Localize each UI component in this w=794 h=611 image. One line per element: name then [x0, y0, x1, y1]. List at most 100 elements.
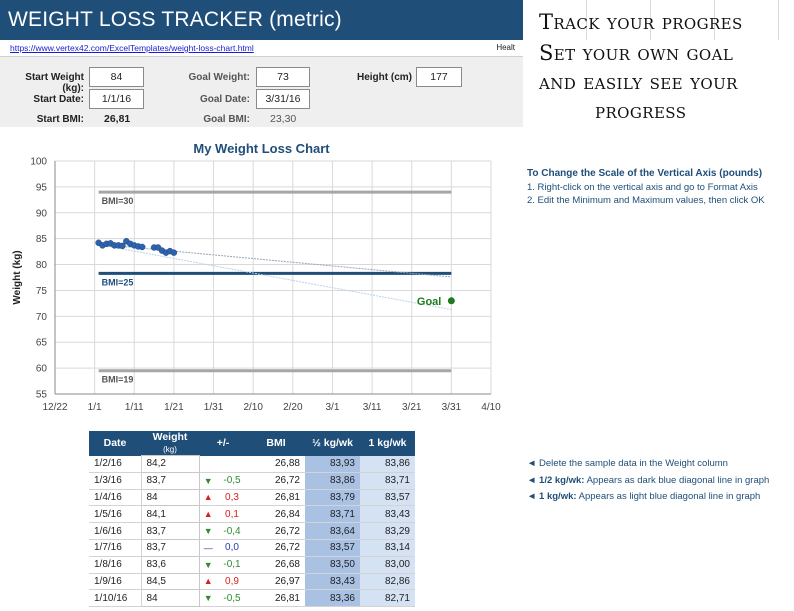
y-tick-label: 95 — [36, 182, 48, 193]
x-tick-label: 2/10 — [243, 402, 263, 413]
tip-delete-sample: ◄ Delete the sample data in the Weight c… — [527, 458, 728, 469]
date-cell: 1/3/16 — [89, 472, 142, 490]
x-tick-label: 1/1 — [88, 402, 102, 413]
half-kg-cell: 83,36 — [305, 589, 360, 608]
diff-cell: 0,0 — [217, 539, 247, 557]
table-header-row: Date Weight (kg) +/- BMI ½ kg/wk 1 kg/wk — [89, 431, 415, 456]
date-cell: 1/4/16 — [89, 489, 142, 507]
tip-one-kg-label: ◄ 1 kg/wk: — [527, 491, 577, 502]
y-tick-label: 100 — [30, 157, 47, 168]
trend-arrow-icon: ▲ — [199, 505, 217, 524]
bmi-cell: 26,72 — [247, 522, 305, 540]
col-weight-label: Weight — [152, 431, 188, 443]
bmi-cell: 26,97 — [247, 573, 305, 591]
scale-note-title: To Change the Scale of the Vertical Axis… — [527, 168, 763, 179]
weight-cell[interactable]: 84 — [140, 589, 200, 608]
bmi-cell: 26,72 — [247, 472, 305, 490]
x-tick-label: 3/21 — [402, 402, 422, 413]
y-axis-title: Weight (kg) — [12, 250, 23, 304]
tip-half-kg-text: Appears as dark blue diagonal line in gr… — [584, 475, 770, 486]
col-date: Date — [89, 431, 141, 456]
bmi-cell: 26,72 — [247, 539, 305, 557]
tip-one-kg-text: Appears as light blue diagonal line in g… — [576, 491, 761, 502]
one-kg-cell: 83,57 — [360, 489, 415, 507]
start-date-label: Start Date: — [33, 94, 84, 105]
trend-arrow-icon: ▲ — [199, 573, 217, 591]
bmi-line-label: BMI=25 — [102, 277, 134, 287]
col-weight-unit: (kg) — [163, 445, 177, 454]
scale-note-step1: 1. Right-click on the vertical axis and … — [527, 182, 758, 193]
table-row: 1/3/16 83,7 ▼ -0,5 26,72 83,86 83,71 — [89, 471, 415, 490]
weight-cell[interactable]: 83,7 — [140, 522, 200, 540]
date-cell: 1/5/16 — [89, 505, 142, 524]
diff-cell — [217, 455, 247, 473]
table-row: 1/5/16 84,1 ▲ 0,1 26,84 83,71 83,43 — [89, 505, 415, 524]
date-cell: 1/9/16 — [89, 573, 142, 591]
goal-bmi-value: 23,30 — [270, 113, 297, 125]
one-kg-cell: 83,14 — [360, 539, 415, 557]
weight-cell[interactable]: 83,6 — [140, 555, 200, 574]
promo-overlay: Track your progres Set your own goal and… — [523, 0, 794, 127]
half-kg-cell: 83,79 — [305, 489, 360, 507]
goal-date-label: Goal Date: — [199, 94, 250, 105]
trend-arrow-icon: ▲ — [199, 489, 217, 507]
start-date-input[interactable]: 1/1/16 — [89, 89, 144, 109]
diff-cell: 0,3 — [217, 489, 247, 507]
y-tick-label: 90 — [36, 208, 48, 219]
template-link[interactable]: https://www.vertex42.com/ExcelTemplates/… — [10, 43, 254, 53]
col-half-kg: ½ kg/wk — [305, 431, 360, 456]
table-row: 1/2/16 84,2 26,88 83,93 83,86 — [89, 455, 415, 473]
table-row: 1/10/16 84 ▼ -0,5 26,81 83,36 82,71 — [89, 589, 415, 608]
bmi-line-label: BMI=19 — [102, 375, 134, 385]
weight-data-point — [119, 242, 126, 250]
weight-cell[interactable]: 83,7 — [140, 538, 200, 557]
x-tick-label: 3/11 — [363, 402, 382, 413]
weight-chart[interactable]: My Weight Loss Chart 55 60 65 70 75 80 85 90 95 1… — [0, 135, 523, 425]
start-bmi-label: Start BMI: — [36, 114, 84, 125]
weight-cell[interactable]: 83,7 — [140, 471, 200, 490]
table-row: 1/7/16 83,7—0,0 26,72 83,57 83,14 — [89, 538, 415, 557]
truncated-cell-text: Healt — [496, 43, 515, 52]
one-kg-cell: 83,29 — [360, 522, 415, 540]
goal-marker — [447, 297, 455, 305]
goal-date-input[interactable]: 3/31/16 — [256, 89, 310, 109]
promo-line-3: and easily see your — [539, 70, 738, 94]
trend-arrow-icon: ▼ — [199, 556, 217, 574]
weight-cell[interactable]: 84 — [140, 488, 200, 507]
col-one-kg: 1 kg/wk — [360, 431, 415, 456]
weight-table: Date Weight (kg) +/- BMI ½ kg/wk 1 kg/wk… — [89, 431, 415, 608]
one-kg-cell: 83,71 — [360, 472, 415, 490]
goal-bmi-label: Goal BMI: — [203, 114, 250, 125]
weight-cell[interactable]: 84,2 — [140, 455, 200, 473]
y-tick-label: 75 — [36, 286, 48, 297]
col-diff: +/- — [199, 431, 247, 456]
x-tick-label: 2/20 — [283, 402, 303, 413]
half-kg-cell: 83,43 — [305, 573, 360, 591]
tip-one-kg: ◄ 1 kg/wk: Appears as light blue diagona… — [527, 491, 760, 502]
date-cell: 1/2/16 — [89, 455, 142, 473]
date-cell: 1/8/16 — [89, 556, 142, 574]
weight-cell[interactable]: 84,5 — [140, 572, 200, 591]
trend-arrow-icon — [199, 455, 217, 473]
start-weight-label: Start Weight (kg): — [25, 72, 84, 94]
x-tick-label: 1/21 — [164, 402, 184, 413]
weight-cell[interactable]: 84,1 — [140, 505, 200, 524]
table-row: 1/6/16 83,7 ▼ -0,4 26,72 83,64 83,29 — [89, 522, 415, 540]
trend-arrow-icon: — — [199, 539, 217, 557]
half-kg-cell: 83,71 — [305, 505, 360, 524]
half-kg-cell: 83,64 — [305, 522, 360, 540]
one-kg-cell: 82,71 — [360, 589, 415, 608]
height-input[interactable]: 177 — [416, 67, 462, 87]
trend-arrow-icon: ▼ — [199, 522, 217, 540]
one-kg-cell: 82,86 — [360, 573, 415, 591]
start-weight-input[interactable]: 84 — [89, 67, 144, 87]
diff-cell: -0,4 — [217, 522, 247, 540]
goal-weight-input[interactable]: 73 — [256, 67, 310, 87]
col-weight: Weight (kg) — [141, 431, 199, 456]
weight-data-point — [170, 249, 178, 256]
half-kg-cell: 83,57 — [305, 539, 360, 557]
diff-cell: 0,9 — [217, 573, 247, 591]
y-tick-label: 65 — [36, 338, 48, 349]
bmi-cell: 26,88 — [247, 455, 305, 473]
y-tick-label: 80 — [36, 260, 48, 271]
